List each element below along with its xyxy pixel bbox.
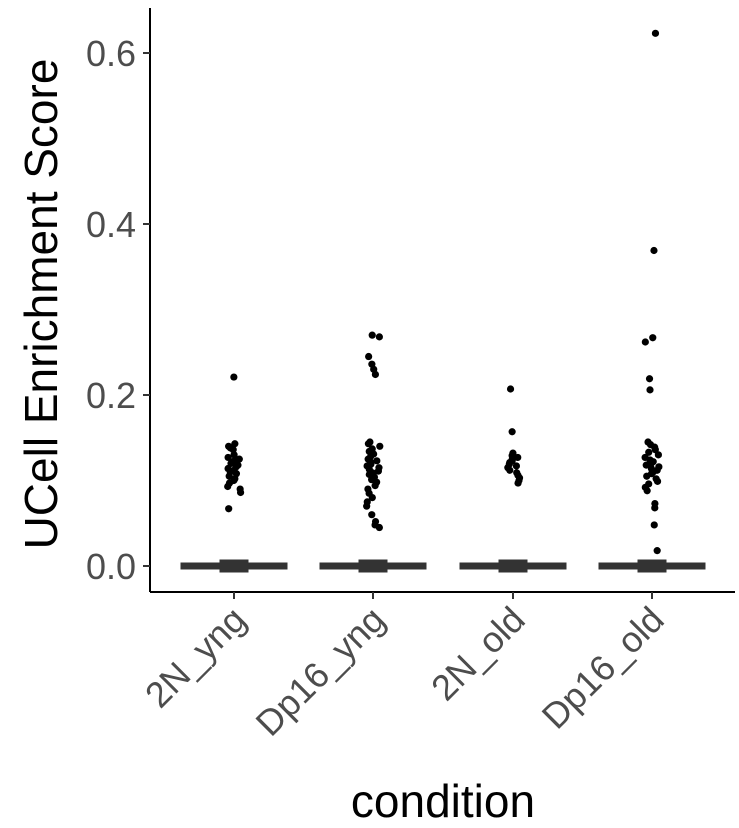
data-point [642,461,650,469]
data-point [645,375,654,383]
box-center [219,559,249,573]
data-point [375,523,383,532]
data-point [649,334,657,342]
data-point [506,466,514,474]
data-point [230,373,238,381]
data-point [653,547,661,555]
data-point [508,428,516,436]
data-point [368,511,376,519]
data-point [512,462,521,470]
data-point [368,494,376,502]
data-point [375,333,383,341]
data-point [650,246,658,255]
data-point [646,386,654,394]
x-axis-title: condition [351,775,535,827]
box-Dp16_old [598,559,706,573]
data-point [643,487,651,495]
x-tick-label: Dp16_yng [248,599,393,744]
boxes-layer [180,559,706,573]
data-point [654,451,662,459]
data-point [236,488,245,497]
x-tick-label: 2N_yng [137,599,254,716]
data-point [643,472,651,480]
data-point [374,467,382,475]
data-point [371,370,380,379]
data-point [506,385,515,393]
data-point [224,482,232,491]
y-tick-label: 0.0 [86,546,136,587]
x-tick-label: Dp16_old [534,599,672,737]
data-point [376,442,384,450]
box-center [637,559,667,573]
data-point [651,504,659,512]
data-point [363,502,371,510]
data-point [514,453,522,462]
box-2N_yng [180,559,288,573]
points-layer [224,29,663,555]
y-tick-label: 0.4 [86,204,136,245]
data-point [651,29,660,37]
y-axis-title: UCell Enrichment Score [15,59,67,550]
box-center [498,559,528,573]
data-point [373,457,381,465]
data-point [224,453,232,462]
data-point [653,477,662,485]
data-point [225,472,233,480]
data-point [365,352,373,361]
data-point [364,440,372,448]
data-point [645,448,653,456]
box-center [358,559,388,573]
data-point [368,331,376,339]
y-tick-label: 0.6 [86,33,136,74]
data-point [225,505,233,513]
y-axis-ticks: 0.0 0.2 0.4 0.6 [86,33,150,587]
data-point [231,440,239,448]
y-tick-label: 0.2 [86,375,136,416]
data-point [650,521,658,529]
data-point [514,479,522,487]
x-tick-label: 2N_old [423,599,533,709]
data-point [371,482,379,490]
box-Dp16_yng [319,559,427,573]
data-point [641,338,649,346]
box-2N_old [459,559,567,573]
